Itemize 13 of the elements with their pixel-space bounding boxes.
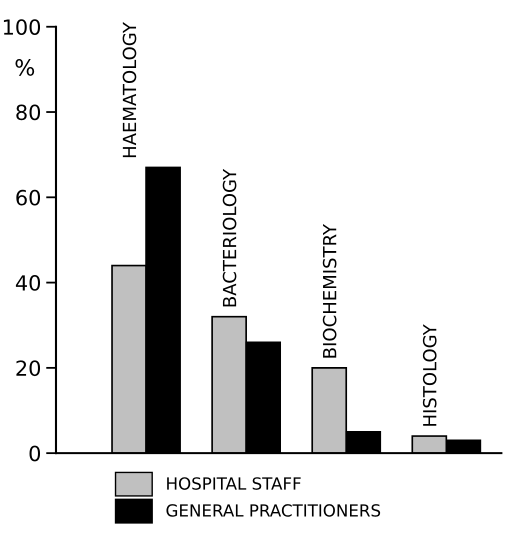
x-tick-label: BIOCHEMISTRY <box>322 224 336 358</box>
legend-label: HOSPITAL STAFF <box>167 477 301 490</box>
x-tick-label: HISTOLOGY <box>422 324 437 426</box>
y-tick-label: 80 <box>16 104 40 120</box>
legend-label: GENERAL PRACTITIONERS <box>166 504 380 517</box>
x-tick-label: BACTERIOLOGY <box>222 168 236 306</box>
y-tick-label: 40 <box>16 275 40 291</box>
y-tick-label: 0 <box>30 446 40 462</box>
y-tick-label: 20 <box>16 360 40 376</box>
y-tick-label: 100 <box>4 19 40 35</box>
x-tick-label: HAEMATOLOGY <box>122 22 136 158</box>
y-tick-label: 60 <box>16 190 40 206</box>
y-axis-title: % <box>15 59 34 76</box>
